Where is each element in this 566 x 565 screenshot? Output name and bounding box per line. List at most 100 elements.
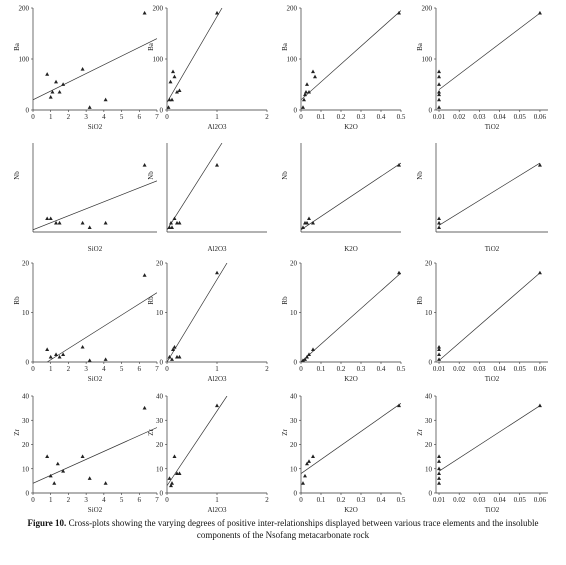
x-tick-label: 0.04	[493, 113, 506, 121]
data-point	[215, 10, 219, 15]
plot: 0 0.1 0.2 0.3 0.4 0.5 0 10 20 30 40 K2O Zr	[281, 393, 406, 513]
data-point	[52, 481, 57, 485]
plot: 0.01 0.02 0.03 0.04 0.05 0.06 0 100 200 TiO2 Ba	[416, 5, 548, 131]
data-point	[437, 352, 442, 356]
data-point	[167, 354, 172, 359]
y-axis-label: Rb	[147, 296, 155, 305]
plot: SiO2 Nb	[13, 143, 157, 253]
data-point	[313, 74, 317, 79]
data-point	[537, 10, 542, 15]
data-point	[301, 358, 305, 362]
data-point	[537, 403, 542, 408]
data-point	[307, 352, 311, 356]
data-point	[177, 88, 182, 93]
data-point	[87, 358, 92, 362]
x-tick-label: 0.3	[357, 496, 366, 504]
data-point	[301, 225, 305, 229]
y-tick-label: 0	[294, 490, 298, 498]
x-tick-label: 0	[31, 496, 35, 504]
data-point	[537, 163, 542, 167]
x-tick-label: 0.4	[377, 496, 386, 504]
y-tick-label: 10	[156, 465, 164, 473]
x-tick-label: 0	[299, 365, 303, 373]
data-point	[48, 354, 53, 359]
x-tick-label: 0	[31, 365, 35, 373]
x-tick-label: 1	[215, 496, 219, 504]
y-tick-label: 100	[19, 56, 30, 64]
x-tick-label: 2	[265, 365, 269, 373]
y-axis-label: Nb	[416, 171, 424, 180]
x-tick-label: 0.5	[397, 113, 406, 121]
x-tick-label: 1	[49, 365, 53, 373]
x-tick-label: 0.06	[534, 113, 547, 121]
data-point	[48, 95, 53, 99]
x-tick-label: 5	[120, 365, 124, 373]
data-point	[168, 79, 173, 84]
y-tick-label: 10	[425, 309, 433, 317]
x-tick-label: 0.1	[317, 113, 326, 121]
x-tick-label: 0.3	[357, 113, 366, 121]
data-point	[61, 352, 66, 356]
x-tick-label: 2	[265, 113, 269, 121]
x-tick-label: 3	[84, 113, 88, 121]
data-point	[45, 347, 50, 352]
trend-line	[438, 272, 541, 361]
data-point	[45, 454, 50, 459]
x-axis-label: K2O	[344, 375, 358, 383]
y-tick-label: 20	[22, 260, 30, 268]
y-tick-label: 20	[425, 260, 433, 268]
y-tick-label: 100	[287, 56, 298, 64]
data-point	[303, 357, 307, 361]
data-point	[437, 220, 442, 225]
y-tick-label: 30	[290, 417, 298, 425]
x-tick-label: 0.5	[397, 496, 406, 504]
data-point	[303, 473, 307, 478]
x-tick-label: 0.2	[337, 496, 346, 504]
data-point	[437, 459, 442, 463]
x-tick-label: 0.03	[473, 496, 486, 504]
data-point	[103, 481, 108, 485]
x-axis-label: SiO2	[88, 123, 103, 131]
data-point	[397, 403, 401, 408]
trend-line	[167, 263, 228, 362]
data-point	[172, 74, 177, 79]
data-point	[177, 220, 182, 225]
data-point	[177, 471, 182, 475]
data-point	[175, 89, 179, 94]
y-axis-label: Nb	[281, 171, 289, 180]
x-tick-label: 1	[49, 496, 53, 504]
y-tick-label: 10	[22, 309, 30, 317]
y-tick-label: 30	[156, 417, 164, 425]
data-point	[437, 69, 442, 74]
x-tick-label: 7	[155, 365, 159, 373]
x-tick-label: 0.03	[473, 365, 486, 373]
data-point	[103, 97, 108, 102]
data-point	[177, 354, 182, 359]
data-point	[57, 220, 62, 225]
x-tick-label: 2	[67, 496, 71, 504]
x-tick-label: 0.06	[534, 365, 547, 373]
plot: 0 1 2 3 4 5 6 7 0 10 20 30 40 SiO2 Zr	[13, 393, 159, 513]
data-point	[307, 89, 311, 94]
x-tick-label: 0.1	[317, 496, 326, 504]
figure-caption: Figure 10. Cross-plots showing the varyi…	[14, 517, 552, 541]
x-tick-label: 4	[102, 365, 106, 373]
x-axis-label: TiO2	[485, 375, 500, 383]
data-point	[103, 357, 108, 361]
y-tick-label: 40	[22, 393, 30, 401]
data-point	[303, 92, 307, 97]
y-axis-label: Rb	[416, 296, 424, 305]
caption-text: Cross-plots showing the varying degrees …	[68, 518, 539, 540]
trend-line	[33, 180, 157, 231]
x-tick-label: 0.2	[337, 365, 346, 373]
x-tick-label: 0.04	[493, 365, 506, 373]
trend-line	[167, 396, 228, 486]
data-point	[45, 216, 50, 221]
x-tick-label: 0.5	[397, 365, 406, 373]
data-point	[437, 357, 442, 361]
trend-line	[438, 162, 541, 226]
data-point	[50, 89, 55, 94]
data-point	[215, 163, 219, 167]
data-point	[61, 468, 66, 473]
